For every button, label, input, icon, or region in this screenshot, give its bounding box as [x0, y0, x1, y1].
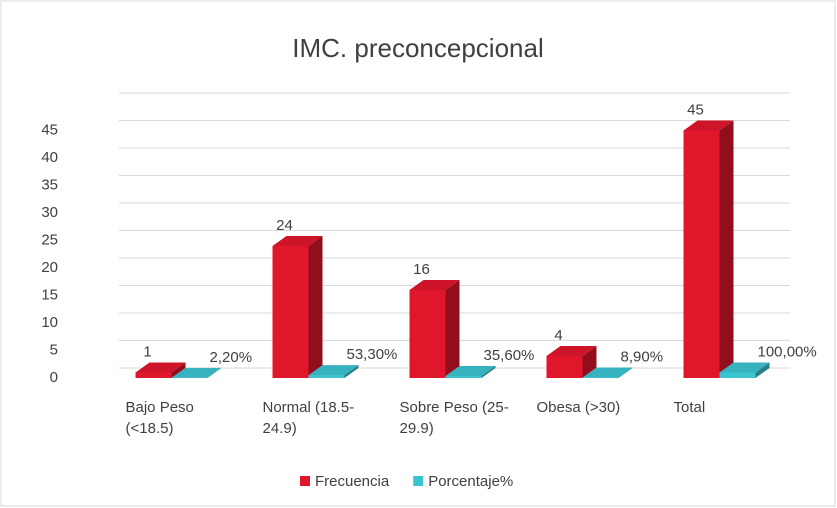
bar-top	[272, 236, 323, 246]
legend-label: Frecuencia	[315, 473, 390, 490]
legend-label: Porcentaje%	[428, 473, 513, 490]
chart-title: IMC. preconcepcional	[292, 33, 543, 63]
y-tick-label: 10	[41, 314, 58, 331]
bar	[445, 376, 482, 378]
bar-top	[171, 367, 222, 378]
data-label: 8,90%	[621, 348, 664, 365]
bar	[409, 290, 446, 378]
x-tick-label: Sobre Peso (25-29.9)	[399, 399, 509, 437]
bar	[308, 375, 345, 378]
data-label: 100,00%	[758, 343, 817, 360]
data-label: 53,30%	[347, 346, 398, 363]
bar-top	[546, 346, 597, 356]
bar-top	[683, 120, 734, 131]
bar-top	[135, 362, 186, 373]
bar	[135, 372, 172, 378]
bar-side	[344, 365, 359, 378]
bar-side	[582, 346, 597, 378]
data-label: 4	[554, 327, 562, 344]
data-label: 1	[143, 343, 151, 360]
bar-top	[409, 280, 460, 290]
y-tick-label: 20	[41, 259, 58, 276]
y-tick-label: 0	[50, 369, 58, 386]
legend-swatch	[300, 476, 310, 486]
y-tick-label: 25	[41, 231, 58, 248]
bar	[546, 356, 583, 378]
bar-side	[755, 362, 770, 378]
x-tick-label: Total	[673, 399, 706, 416]
bar	[719, 372, 756, 378]
data-label: 24	[276, 217, 293, 234]
x-tick-label: Bajo Peso (<18.5)	[125, 399, 194, 437]
bar-top	[445, 366, 496, 377]
y-tick-label: 45	[41, 121, 58, 138]
bar-side	[719, 120, 734, 378]
bar-side	[308, 236, 323, 378]
x-tick-label: Normal (18.5-24.9)	[262, 399, 355, 437]
bar-top	[719, 362, 770, 373]
y-tick-label: 40	[41, 149, 58, 166]
bar-side	[618, 367, 633, 378]
data-label: 16	[413, 261, 430, 278]
x-tick-label: Obesa (>30)	[536, 399, 621, 416]
bar-side	[481, 366, 496, 378]
bar	[683, 130, 720, 378]
bar-side	[207, 367, 222, 378]
data-label: 35,60%	[484, 347, 535, 364]
y-tick-label: 5	[50, 341, 58, 358]
y-tick-label: 15	[41, 286, 58, 303]
legend-swatch	[413, 476, 424, 486]
y-tick-label: 35	[41, 176, 58, 193]
bar	[272, 246, 309, 378]
bar-top	[308, 365, 359, 376]
bar-side	[171, 362, 186, 378]
data-label: 2,20%	[210, 349, 253, 366]
data-label: 45	[687, 101, 704, 118]
y-tick-label: 30	[41, 204, 58, 221]
bar-top	[582, 367, 633, 378]
bar-side	[445, 280, 460, 378]
